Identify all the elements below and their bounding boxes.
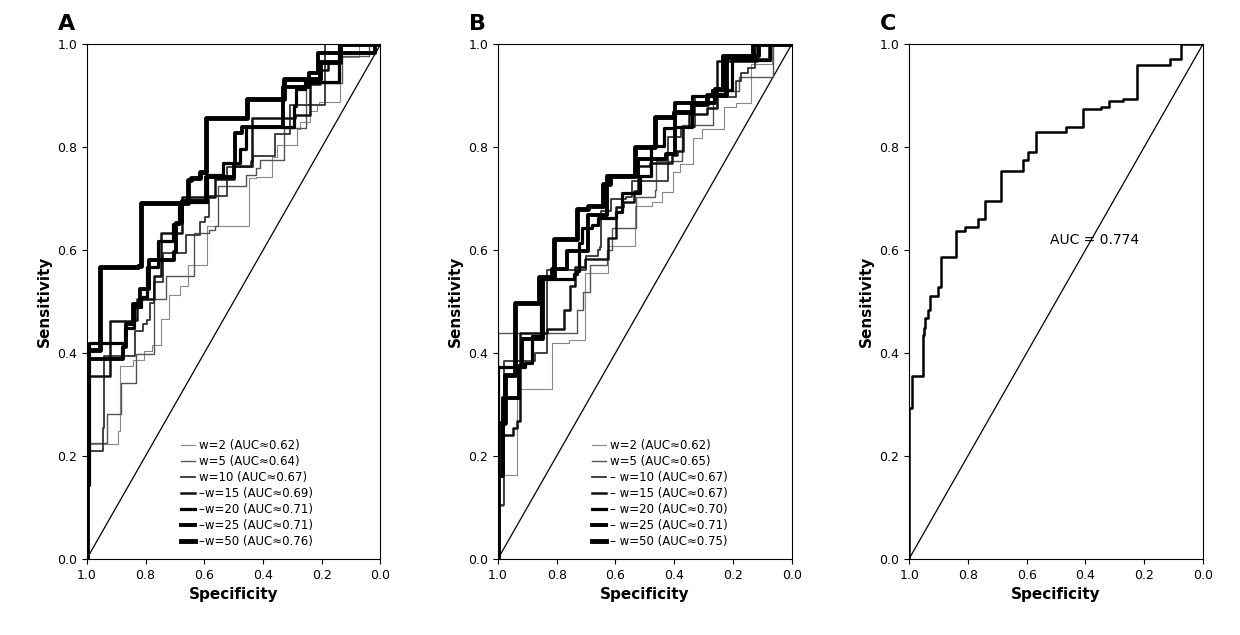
X-axis label: Specificity: Specificity [1011, 587, 1101, 602]
X-axis label: Specificity: Specificity [188, 587, 279, 602]
Y-axis label: Sensitivity: Sensitivity [859, 256, 874, 347]
Y-axis label: Sensitivity: Sensitivity [36, 256, 52, 347]
Text: AUC = 0.774: AUC = 0.774 [1050, 233, 1140, 247]
Y-axis label: Sensitivity: Sensitivity [448, 256, 463, 347]
Legend: w=2 (AUC≈0.62), w=5 (AUC≈0.65), – w=10 (AUC≈0.67), – w=15 (AUC≈0.67), – w=20 (AU: w=2 (AUC≈0.62), w=5 (AUC≈0.65), – w=10 (… [591, 439, 728, 548]
Text: C: C [879, 13, 897, 34]
Text: B: B [469, 13, 486, 34]
Legend: w=2 (AUC≈0.62), w=5 (AUC≈0.64), w=10 (AUC≈0.67), –w=15 (AUC≈0.69), –w=20 (AUC≈0.: w=2 (AUC≈0.62), w=5 (AUC≈0.64), w=10 (AU… [181, 439, 312, 548]
Text: A: A [57, 13, 74, 34]
X-axis label: Specificity: Specificity [600, 587, 689, 602]
